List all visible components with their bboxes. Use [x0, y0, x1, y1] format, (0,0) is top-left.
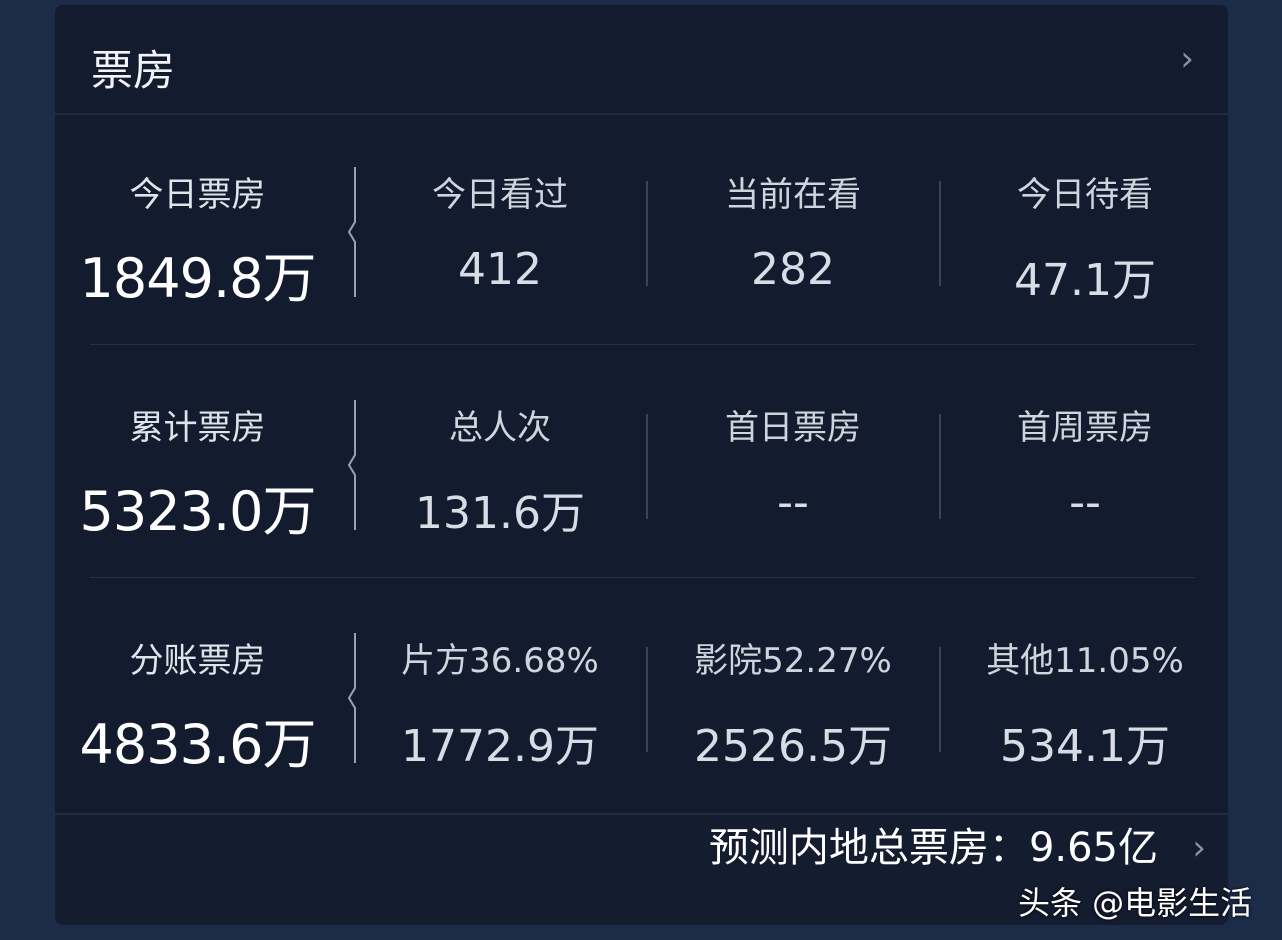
divider — [646, 414, 648, 519]
box-office-card: 票房 › 今日票房 1849.8万 今日看过 412 当前在看 282 今日待看 47.… — [55, 5, 1228, 925]
main-label: 今日票房 — [129, 175, 266, 215]
forecast-footer[interactable]: 预测内地总票房：9.65亿 › — [55, 813, 1228, 925]
divider — [939, 414, 941, 519]
stat-label: 今日看过 — [432, 175, 568, 215]
stat-label: 影院52.27% — [694, 641, 892, 681]
brace-divider — [347, 167, 356, 297]
stat-label: 今日待看 — [1017, 175, 1153, 215]
stat-label: 首周票房 — [1017, 408, 1153, 448]
split-row: 分账票房 4833.6万 片方36.68% 1772.9万 影院52.27% 2526… — [55, 633, 1228, 833]
stat-value: 534.1万 — [1000, 721, 1170, 772]
stat-label: 片方36.68% — [401, 641, 599, 681]
divider — [939, 647, 941, 752]
forecast-label: 预测内地总票房： — [708, 825, 1029, 871]
today-row: 今日票房 1849.8万 今日看过 412 当前在看 282 今日待看 47.1万 — [55, 167, 1228, 367]
divider — [646, 647, 648, 752]
card-header[interactable]: 票房 › — [55, 5, 1228, 115]
main-value: 4833.6万 — [79, 713, 317, 776]
stat-value: 282 — [751, 244, 835, 295]
main-value: 5323.0万 — [79, 480, 317, 543]
watermark: 头条 @电影生活 — [1018, 884, 1253, 922]
main-value: 1849.8万 — [79, 247, 317, 310]
row-separator — [90, 577, 1195, 578]
main-label: 分账票房 — [129, 641, 266, 681]
stat-label: 总人次 — [449, 408, 551, 448]
chevron-right-icon[interactable]: › — [1180, 39, 1194, 79]
stat-value: 47.1万 — [1014, 255, 1156, 306]
chevron-right-icon[interactable]: › — [1192, 828, 1206, 868]
cumulative-row: 累计票房 5323.0万 总人次 131.6万 首日票房 -- 首周票房 -- — [55, 400, 1228, 600]
stat-value: 412 — [458, 244, 542, 295]
stat-value: -- — [777, 477, 809, 528]
divider — [646, 181, 648, 286]
forecast-value: 9.65亿 — [1028, 825, 1158, 871]
divider — [939, 181, 941, 286]
stat-value: -- — [1069, 477, 1101, 528]
stat-value: 1772.9万 — [401, 721, 599, 772]
row-separator — [90, 344, 1195, 345]
main-label: 累计票房 — [129, 408, 266, 448]
stat-label: 其他11.05% — [986, 641, 1184, 681]
stat-label: 当前在看 — [725, 175, 861, 215]
brace-divider — [347, 633, 356, 763]
stat-value: 2526.5万 — [694, 721, 892, 772]
card-title: 票房 — [91, 46, 176, 95]
brace-divider — [347, 400, 356, 530]
stat-value: 131.6万 — [415, 488, 585, 539]
stat-label: 首日票房 — [725, 408, 861, 448]
